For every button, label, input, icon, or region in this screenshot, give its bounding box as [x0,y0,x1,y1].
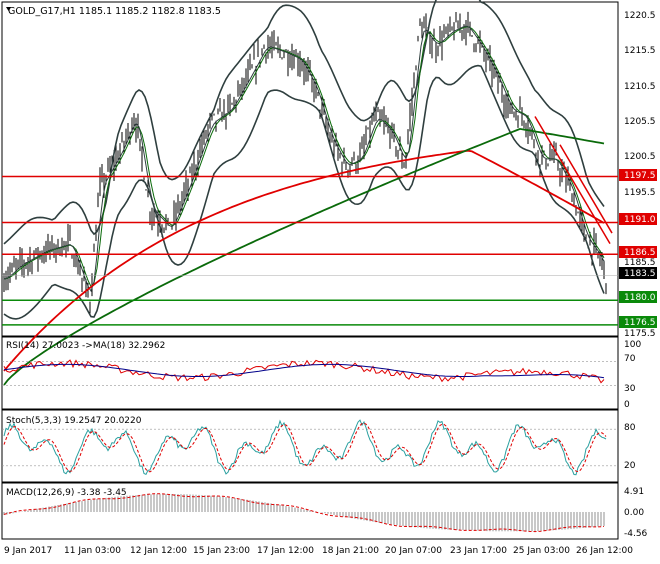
rsi-tick: 0 [624,400,630,410]
time-label: 18 Jan 21:00 [322,546,379,556]
main-panel [1,1,619,337]
macd-signal-line [3,493,605,533]
macd-scale: 4.91 0.00 -4.56 [624,487,648,539]
stoch-signal-line [3,422,607,473]
macd-tick: 0.00 [624,508,644,518]
price-tick: 1200.5 [624,152,656,162]
time-label: 11 Jan 03:00 [64,546,121,556]
level-badge-label: 1180.0 [624,293,656,303]
rsi-tick: 30 [624,384,636,394]
rsi-series [2,359,618,387]
level-badge-label: 1186.5 [624,248,656,258]
level-badge [619,291,657,303]
time-label: 25 Jan 03:00 [513,546,570,556]
price-scale: 1220.5 1215.5 1210.5 1205.5 1200.5 1195.… [624,11,656,339]
ma-faster [3,25,605,293]
time-label: 12 Jan 12:00 [130,546,187,556]
ma-red [3,149,605,372]
main-header: GOLD_G17,H1 1185.1 1185.2 1182.8 1183.5 [8,6,221,17]
current-price-label: 1183.5 [624,269,656,279]
ma-fast [3,26,605,288]
bollinger-lower [3,64,605,320]
ma-green [3,127,605,386]
price-tick: 1220.5 [624,11,656,21]
macd-header: MACD(12,26,9) -3.38 -3.45 [6,488,127,498]
time-label: 23 Jan 17:00 [450,546,507,556]
time-axis: 9 Jan 2017 11 Jan 03:00 12 Jan 12:00 15 … [4,546,633,556]
stoch-scale: 80 20 [624,423,636,471]
current-price-badge [619,267,657,279]
price-tick: 1210.5 [624,82,656,92]
stoch-tick: 20 [624,461,636,471]
macd-tick: 4.91 [624,487,644,497]
time-label: 26 Jan 12:00 [576,546,633,556]
time-label: 20 Jan 07:00 [385,546,442,556]
time-label: 9 Jan 2017 [4,546,52,556]
stoch-header: Stoch(5,3,3) 19.2547 20.0220 [6,416,142,426]
main-series [3,0,613,386]
level-labels: 1197.5 1191.0 1186.5 1183.5 1180.0 1176.… [619,169,657,328]
price-levels [2,175,618,326]
stoch-series [2,419,618,476]
rsi-ma-line [3,363,605,379]
macd-tick: -4.56 [624,529,648,539]
stoch-tick: 80 [624,423,636,433]
rsi-header: RSI(14) 27.0023 ->MA(18) 32.2962 [6,341,165,351]
price-tick: 1215.5 [624,46,656,56]
trendline [559,144,613,234]
price-tick: 1205.5 [624,117,656,127]
price-tick: 1175.5 [624,329,656,339]
level-badge-label: 1176.5 [624,318,656,328]
level-badge [619,246,657,258]
level-badge-label: 1197.5 [624,171,656,181]
price-tick: 1185.5 [624,258,656,268]
level-badge-label: 1191.0 [624,215,656,225]
rsi-tick: 70 [624,354,636,364]
rsi-tick: 100 [624,340,641,350]
time-label: 17 Jan 12:00 [257,546,314,556]
time-label: 15 Jan 23:00 [193,546,250,556]
level-badge [619,213,657,225]
rsi-scale: 100 70 30 0 [624,340,641,410]
macd-series [3,493,605,533]
level-badge [619,169,657,181]
dropdown-triangle-icon[interactable] [6,7,11,11]
level-badge [619,316,657,328]
price-tick: 1195.5 [624,188,656,198]
